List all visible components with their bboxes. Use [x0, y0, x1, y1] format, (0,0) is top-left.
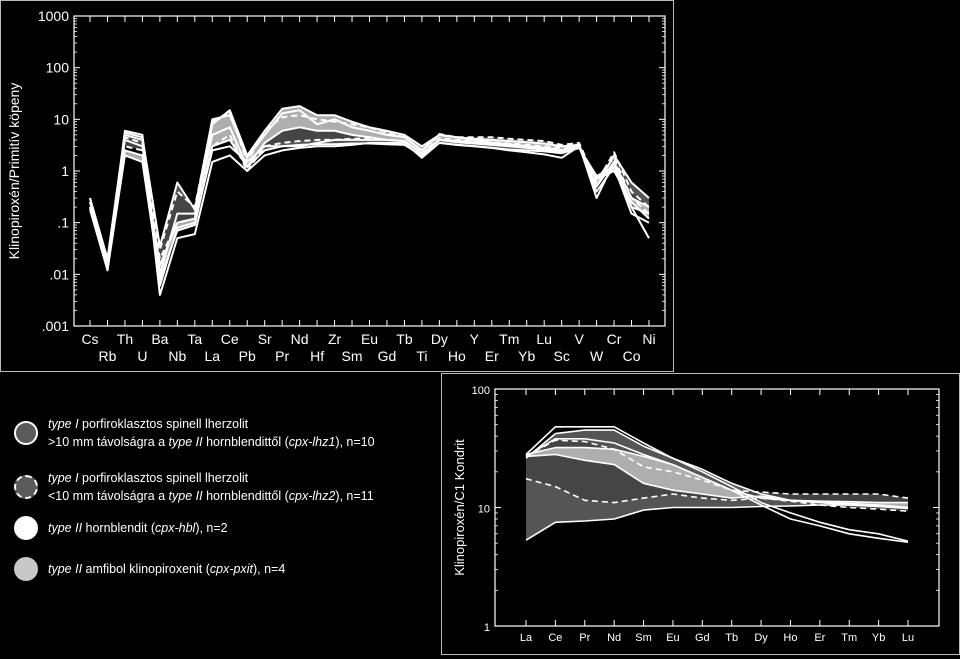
y-tick-label: 1 — [484, 622, 490, 634]
legend-label: type II hornblendit (cpx-hbl), n=2 — [48, 521, 228, 535]
series-line-cpx-pxit — [525, 453, 909, 509]
series-line-cpx-lhz2 — [525, 439, 909, 499]
y-tick-label: 100 — [46, 60, 70, 76]
x-tick-label: V — [574, 331, 584, 347]
x-tick-label: Tb — [725, 632, 738, 644]
x-tick-label: Tm — [499, 331, 519, 347]
x-tick-label: Nd — [291, 331, 309, 347]
x-tick-label: W — [590, 348, 604, 364]
x-tick-label: Tb — [396, 331, 413, 347]
legend-label: type II amfibol klinopiroxenit (cpx-pxit… — [48, 562, 286, 576]
x-tick-label: Sr — [258, 331, 272, 347]
envelope-cpx-pxit — [526, 447, 908, 508]
x-tick-label: U — [137, 348, 147, 364]
x-tick-label: Nb — [168, 348, 186, 364]
series-line-cpx-hbl — [525, 426, 909, 542]
y-axis-title: Klinopiroxén/C1 Kondrit — [452, 439, 467, 576]
ree-diagram-chart: 100 10 1 La Ce Pr Nd Sm Eu Gd Tb Dy Ho Er Tm Yb Lu Klinop… — [452, 385, 940, 644]
x-tick-label: Er — [485, 348, 499, 364]
x-tick-label: Tm — [841, 632, 857, 644]
y-tick-label: 1 — [61, 163, 69, 179]
series-line-cpx-lhz2 — [525, 477, 909, 512]
legend-item-cpx-lhz1: type I porfiroklasztos spinell lherzolit… — [14, 415, 375, 451]
swatch-light-gray-icon — [14, 557, 38, 581]
x-tick-label: Zr — [328, 331, 342, 347]
x-tick-label: Ti — [416, 348, 427, 364]
y-tick-label: 10 — [478, 504, 490, 516]
x-tick-label: Yb — [518, 348, 535, 364]
ree-diagram-panel: 100 10 1 La Ce Pr Nd Sm Eu Gd Tb Dy Ho Er Tm Yb Lu Klinop… — [441, 373, 960, 655]
x-tick-label: Gd — [695, 632, 710, 644]
x-tick-label: Lu — [536, 331, 552, 347]
series-line-cpx-lhz1 — [525, 429, 909, 509]
x-tick-label: Ce — [221, 331, 239, 347]
x-tick-label: Ho — [783, 632, 797, 644]
legend-item-cpx-lhz2: type I porfiroklasztos spinell lherzolit… — [14, 469, 374, 505]
legend-item-cpx-hbl: type II hornblendit (cpx-hbl), n=2 — [14, 516, 228, 540]
y-tick-label: .1 — [57, 215, 69, 231]
legend-label: type I porfiroklasztos spinell lherzolit… — [48, 471, 374, 503]
y-tick-label: .001 — [42, 318, 69, 334]
series-line-cpx-pxit — [89, 105, 650, 267]
x-tick-label: Cr — [607, 331, 622, 347]
x-tick-label: Pr — [579, 632, 590, 644]
x-tick-label: Y — [470, 331, 480, 347]
x-tick-label: Er — [814, 632, 825, 644]
y-tick-label: 100 — [472, 385, 490, 397]
x-tick-label: Co — [623, 348, 641, 364]
spider-diagram-chart: 1000 100 10 1 .1 .01 .001 CsRbThUBaNbTaLaCePbSr… — [6, 8, 666, 364]
x-tick-label: Sm — [635, 632, 652, 644]
x-tick-label: La — [204, 348, 220, 364]
x-tick-label: Eu — [666, 632, 679, 644]
x-tick-label: Nd — [607, 632, 621, 644]
x-tick-label: Dy — [754, 632, 768, 644]
x-tick-label: Pr — [275, 348, 289, 364]
y-tick-label: 1000 — [38, 8, 69, 24]
x-tick-label: La — [520, 632, 533, 644]
y-tick-label: .01 — [50, 266, 70, 282]
series-line-cpx-hbl — [89, 133, 650, 296]
y-tick-label: 10 — [53, 111, 69, 127]
x-tick-label: Th — [117, 331, 133, 347]
series-line-cpx-pxit — [89, 126, 650, 281]
x-tick-label: Sm — [342, 348, 363, 364]
swatch-dark-gray-dashed-icon — [14, 475, 38, 499]
x-tick-label: Hf — [310, 348, 324, 364]
x-tick-label: Dy — [431, 331, 448, 347]
x-tick-label: Ba — [151, 331, 168, 347]
swatch-white-icon — [14, 516, 38, 540]
x-tick-label: Ce — [548, 632, 562, 644]
x-tick-label: Rb — [99, 348, 117, 364]
x-tick-label: Eu — [361, 331, 378, 347]
x-tick-label: Pb — [239, 348, 256, 364]
x-tick-label: Yb — [872, 632, 885, 644]
x-tick-label: Lu — [902, 632, 914, 644]
x-tick-label: Ta — [187, 331, 202, 347]
legend-item-cpx-pxit: type II amfibol klinopiroxenit (cpx-pxit… — [14, 557, 285, 581]
x-tick-label: Ni — [642, 331, 655, 347]
x-tick-label: Cs — [81, 331, 98, 347]
x-tick-label: Sc — [553, 348, 569, 364]
spider-diagram-panel: 1000 100 10 1 .1 .01 .001 Cs Rb Th U Ba Nb Ta La Ce Pb Sr… — [0, 0, 674, 372]
series-line-cpx-hbl — [89, 129, 650, 287]
swatch-dark-gray-icon — [14, 421, 38, 445]
y-axis-title: Klinopiroxén/Primitív köpeny — [6, 83, 22, 260]
series-line-cpx-pxit — [525, 446, 908, 504]
x-tick-label: Gd — [378, 348, 397, 364]
legend-label: type I porfiroklasztos spinell lherzolit… — [48, 417, 375, 449]
x-tick-label: Ho — [448, 348, 466, 364]
